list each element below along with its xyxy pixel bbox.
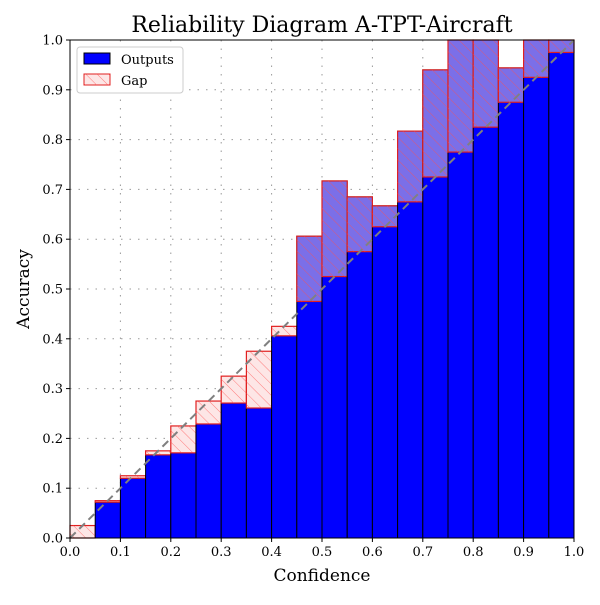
y-tick-label: 0.6	[42, 233, 63, 248]
output-bar	[371, 205, 399, 539]
y-tick-label: 0.7	[42, 183, 63, 198]
gap-hatch	[271, 326, 297, 336]
legend: Outputs Gap	[76, 46, 184, 94]
gap-hatch	[372, 205, 398, 227]
gap-hatch	[498, 67, 524, 103]
output-bar	[195, 423, 222, 539]
gap-hatch	[145, 450, 171, 455]
output-bar	[170, 452, 197, 539]
bars	[69, 39, 575, 539]
x-tick-label: 0.6	[362, 545, 383, 560]
chart-title: Reliability Diagram A-TPT-Aircraft	[131, 13, 512, 38]
y-tick-label: 1.0	[42, 34, 63, 49]
x-tick-label: 0.5	[312, 545, 333, 560]
y-tick-label: 0.5	[42, 283, 63, 298]
x-tick-label: 1.0	[564, 545, 585, 560]
gap-hatch	[196, 401, 222, 424]
y-tick-label: 0.9	[42, 83, 63, 98]
gap-hatch	[120, 475, 146, 479]
gap-hatch	[422, 69, 448, 177]
gap-hatch	[221, 376, 247, 404]
x-axis-label: Confidence	[273, 566, 370, 586]
output-bar	[523, 39, 550, 539]
output-bar	[145, 454, 172, 539]
gap-hatch	[397, 131, 423, 202]
x-tick-label: 0.3	[211, 545, 232, 560]
output-bar	[119, 477, 147, 539]
x-tick-label: 0.9	[513, 545, 534, 560]
gap-hatch	[296, 236, 322, 302]
y-tick-label: 0.1	[42, 482, 63, 497]
output-bar	[271, 335, 298, 539]
x-tick-label: 0.1	[110, 545, 131, 560]
y-tick-label: 0.0	[42, 532, 63, 547]
gap-hatch	[170, 425, 196, 453]
ticks: 0.0 0.1 0.2 0.3 0.4 0.5 0.6 0.7 0.8 0.9 1.0 0.0 0.1 0…	[42, 34, 584, 561]
x-tick-label: 0.2	[160, 545, 181, 560]
gap-hatch	[548, 40, 574, 53]
legend-gap-label: Gap	[121, 74, 147, 89]
output-bar	[94, 501, 121, 539]
gap-hatch	[473, 40, 499, 128]
perfect-calibration-line	[69, 39, 575, 539]
gap-hatch	[448, 40, 474, 153]
y-tick-label: 0.4	[42, 332, 63, 347]
gap-hatch	[70, 525, 96, 538]
legend-outputs-swatch	[83, 52, 111, 65]
legend-outputs-label: Outputs	[121, 53, 174, 68]
output-bar	[245, 407, 273, 539]
output-bar	[220, 402, 247, 539]
x-tick-label: 0.7	[412, 545, 433, 560]
x-tick-label: 0.0	[60, 545, 81, 560]
y-tick-label: 0.8	[42, 133, 63, 148]
output-bar	[346, 196, 373, 539]
x-tick-label: 0.4	[261, 545, 282, 560]
output-bar	[497, 67, 525, 539]
y-tick-label: 0.3	[42, 382, 63, 397]
y-tick-label: 0.2	[42, 432, 63, 447]
gap-hatch	[523, 40, 549, 78]
gap-hatch	[322, 180, 348, 277]
y-axis-label: Accuracy	[14, 249, 34, 330]
legend-gap-hatch	[84, 74, 110, 85]
output-bar	[548, 39, 575, 539]
x-tick-label: 0.8	[463, 545, 484, 560]
